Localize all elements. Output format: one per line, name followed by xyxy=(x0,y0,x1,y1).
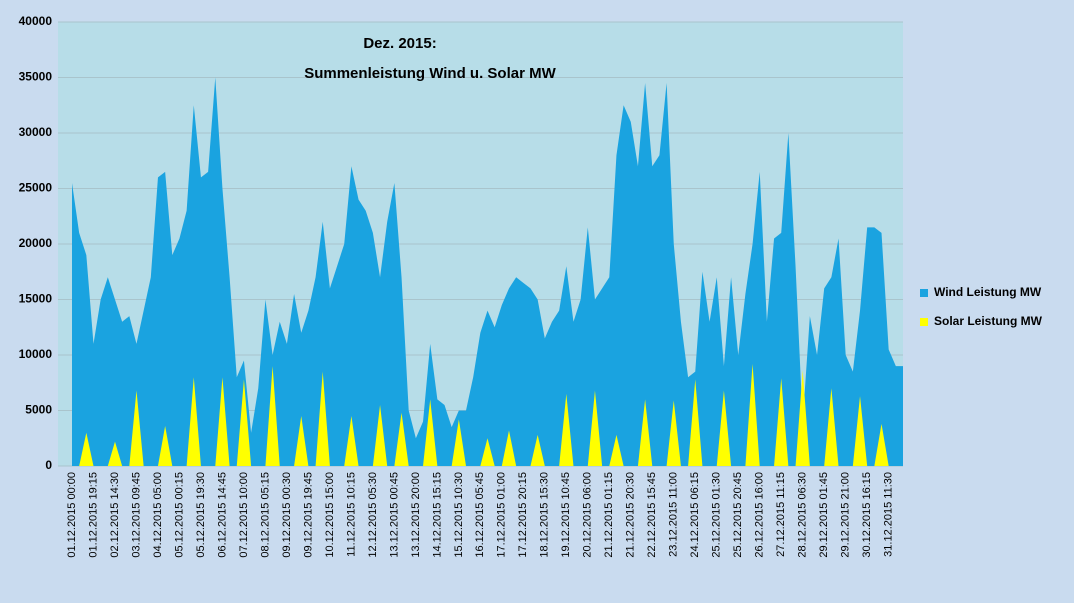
y-tick-label: 35000 xyxy=(19,70,53,84)
x-tick-label: 07.12.2015 10:00 xyxy=(238,472,250,558)
x-tick-label: 05.12.2015 19:30 xyxy=(195,472,207,558)
x-tick-label: 26.12.2015 16:00 xyxy=(754,472,766,558)
x-tick-label: 06.12.2015 14:45 xyxy=(216,472,228,558)
x-tick-label: 30.12.2015 16:15 xyxy=(861,472,873,558)
x-tick-label: 15.12.2015 10:30 xyxy=(453,472,465,558)
chart-subtitle: Summenleistung Wind u. Solar MW xyxy=(304,65,556,82)
x-tick-label: 24.12.2015 06:15 xyxy=(689,472,701,558)
x-tick-label: 10.12.2015 15:00 xyxy=(324,472,336,558)
x-tick-label: 29.12.2015 21:00 xyxy=(840,472,852,558)
y-tick-label: 5000 xyxy=(25,403,52,417)
chart-title: Dez. 2015: xyxy=(363,35,436,52)
x-tick-label: 09.12.2015 19:45 xyxy=(302,472,314,558)
y-tick-label: 30000 xyxy=(19,125,53,139)
x-tick-label: 27.12.2015 11:15 xyxy=(775,472,787,557)
x-tick-label: 20.12.2015 06:00 xyxy=(582,472,594,558)
marks xyxy=(72,77,903,466)
x-tick-label: 23.12.2015 11:00 xyxy=(668,472,680,557)
x-tick-label: 04.12.2015 05:00 xyxy=(152,472,164,558)
x-tick-label: 19.12.2015 10:45 xyxy=(560,472,572,558)
x-tick-label: 14.12.2015 15:15 xyxy=(431,472,443,558)
x-tick-label: 18.12.2015 15:30 xyxy=(539,472,551,558)
x-tick-label: 13.12.2015 00:45 xyxy=(388,472,400,558)
y-tick-label: 15000 xyxy=(19,292,53,306)
x-tick-label: 17.12.2015 01:00 xyxy=(496,472,508,558)
y-tick-label: 0 xyxy=(45,458,52,472)
x-tick-label: 03.12.2015 09:45 xyxy=(130,472,142,558)
x-tick-label: 25.12.2015 20:45 xyxy=(732,472,744,558)
x-tick-label: 11.12.2015 10:15 xyxy=(345,472,357,557)
y-tick-label: 40000 xyxy=(19,14,53,28)
x-tick-label: 22.12.2015 15:45 xyxy=(646,472,658,558)
x-tick-label: 09.12.2015 00:30 xyxy=(281,472,293,558)
x-tick-label: 29.12.2015 01:45 xyxy=(818,472,830,558)
x-tick-label: 08.12.2015 05:15 xyxy=(259,472,271,558)
y-tick-label: 10000 xyxy=(19,347,53,361)
x-tick-label: 12.12.2015 05:30 xyxy=(367,472,379,558)
x-tick-label: 01.12.2015 19:15 xyxy=(87,472,99,558)
legend-swatch xyxy=(920,289,928,297)
legend-swatch xyxy=(920,318,928,326)
x-tick-label: 21.12.2015 20:30 xyxy=(625,472,637,558)
x-tick-label: 02.12.2015 14:30 xyxy=(109,472,121,558)
x-tick-label: 01.12.2015 00:00 xyxy=(66,472,78,558)
x-tick-label: 31.12.2015 11:30 xyxy=(883,472,895,557)
y-tick-label: 25000 xyxy=(19,181,53,195)
x-tick-label: 13.12.2015 20:00 xyxy=(410,472,422,558)
legend-label: Wind Leistung MW xyxy=(934,285,1042,299)
y-tick-label: 20000 xyxy=(19,236,53,250)
x-tick-label: 28.12.2015 06:30 xyxy=(797,472,809,558)
legend-label: Solar Leistung MW xyxy=(934,314,1043,328)
x-tick-label: 05.12.2015 00:15 xyxy=(173,472,185,558)
x-tick-label: 16.12.2015 05:45 xyxy=(474,472,486,558)
x-tick-label: 21.12.2015 01:15 xyxy=(603,472,615,558)
x-tick-label: 25.12.2015 01:30 xyxy=(711,472,723,558)
x-tick-label: 17.12.2015 20:15 xyxy=(517,472,529,558)
area xyxy=(72,363,903,466)
area xyxy=(72,77,903,466)
